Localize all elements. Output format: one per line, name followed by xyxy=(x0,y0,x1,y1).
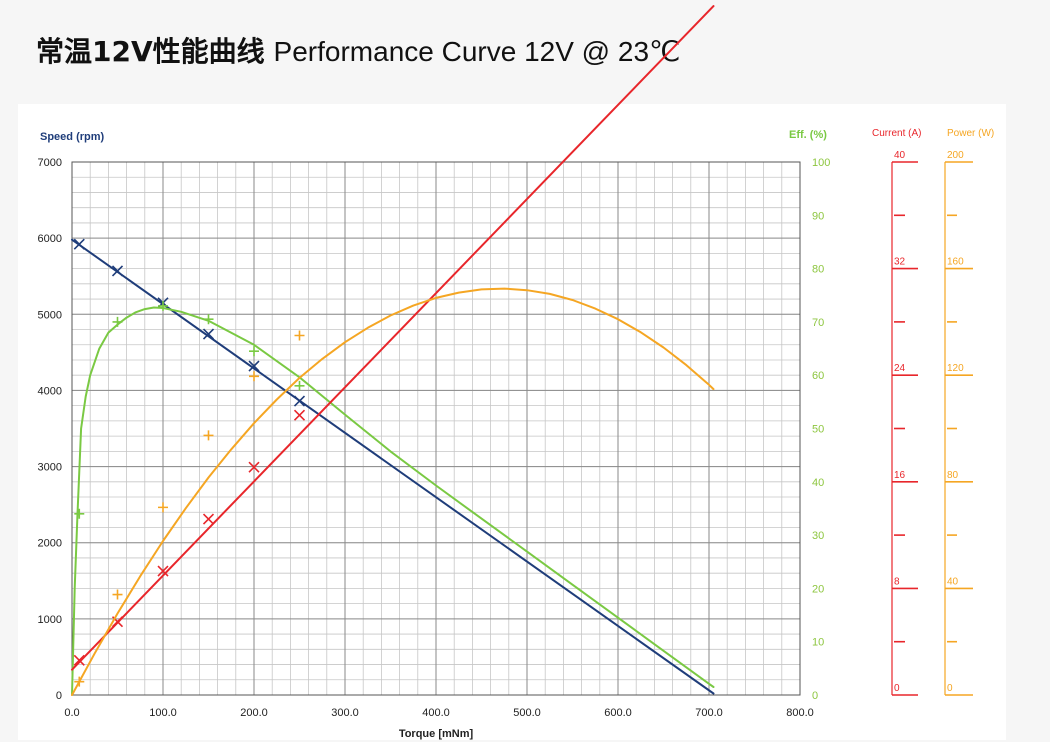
x-tick-label: 100.0 xyxy=(149,707,177,719)
efficiency-marker xyxy=(112,316,123,327)
x-tick-label: 0.0 xyxy=(64,707,79,719)
power-marker xyxy=(203,430,214,441)
efficiency-tick-label: 50 xyxy=(812,424,824,436)
efficiency-tick-label: 0 xyxy=(812,690,818,702)
efficiency-tick-label: 60 xyxy=(812,370,824,382)
efficiency-marker xyxy=(294,380,305,391)
x-tick-label: 700.0 xyxy=(695,707,723,719)
power-marker xyxy=(249,371,259,382)
current-marker xyxy=(157,565,169,577)
efficiency-tick-label: 90 xyxy=(812,210,824,222)
speed-tick-label: 7000 xyxy=(38,157,62,169)
power-marker xyxy=(74,676,85,687)
current-tick-label: 40 xyxy=(894,150,906,161)
x-axis-label: Torque [mNm] xyxy=(399,728,474,740)
efficiency-marker xyxy=(203,314,214,325)
efficiency-tick-label: 80 xyxy=(812,264,824,276)
efficiency-tick-label: 30 xyxy=(812,530,824,542)
speed-line xyxy=(71,238,715,695)
efficiency-tick-label: 70 xyxy=(812,317,824,329)
speed-tick-label: 2000 xyxy=(38,538,62,550)
speed-marker xyxy=(202,328,215,340)
speed-tick-label: 3000 xyxy=(38,462,62,474)
speed-marker xyxy=(111,265,124,277)
x-tick-label: 200.0 xyxy=(240,707,268,719)
power-marker xyxy=(112,589,123,600)
efficiency-tick-label: 20 xyxy=(812,583,824,595)
current-tick-label: 16 xyxy=(894,470,906,481)
efficiency-marker xyxy=(158,300,168,311)
efficiency-marker xyxy=(74,508,85,519)
power-tick-label: 80 xyxy=(947,470,959,481)
power-axis-label: Power (W) xyxy=(947,128,994,139)
speed-tick-label: 6000 xyxy=(38,233,62,245)
plot-area-border xyxy=(71,161,801,696)
current-marker xyxy=(248,461,260,473)
power-line xyxy=(71,287,715,696)
efficiency-marker xyxy=(249,346,259,357)
current-tick-label: 32 xyxy=(894,257,906,268)
title-chinese: 常温12V性能曲线 xyxy=(36,35,265,68)
power-tick-label: 40 xyxy=(947,576,959,587)
current-tick-label: 0 xyxy=(894,683,900,694)
efficiency-tick-label: 100 xyxy=(812,157,830,169)
power-tick-label: 160 xyxy=(947,257,964,268)
x-tick-label: 300.0 xyxy=(331,707,359,719)
x-tick-label: 800.0 xyxy=(786,707,814,719)
page-title: 常温12V性能曲线 Performance Curve 12V @ 23℃ xyxy=(36,30,680,70)
power-tick-label: 120 xyxy=(947,363,964,374)
speed-marker xyxy=(293,395,306,407)
current-tick-label: 8 xyxy=(894,576,900,587)
speed-marker xyxy=(248,360,260,372)
speed-marker xyxy=(73,238,85,250)
current-marker xyxy=(73,654,85,666)
speed-tick-label: 4000 xyxy=(38,385,62,397)
x-tick-label: 400.0 xyxy=(422,707,450,719)
title-english: Performance Curve 12V @ 23℃ xyxy=(273,36,681,67)
efficiency-tick-label: 10 xyxy=(812,637,824,649)
current-axis-label: Current (A) xyxy=(872,128,921,139)
current-tick-label: 24 xyxy=(894,363,906,374)
speed-tick-label: 1000 xyxy=(38,614,62,626)
speed-tick-label: 5000 xyxy=(38,309,62,321)
x-tick-label: 600.0 xyxy=(604,707,632,719)
speed-axis-label: Speed (rpm) xyxy=(40,131,105,143)
power-marker xyxy=(294,330,305,341)
efficiency-axis-label: Eff. (%) xyxy=(789,129,827,141)
current-marker xyxy=(293,409,306,421)
current-line xyxy=(71,5,715,671)
x-tick-label: 500.0 xyxy=(513,707,541,719)
efficiency-line xyxy=(71,306,715,696)
efficiency-tick-label: 40 xyxy=(812,477,824,489)
speed-tick-label: 0 xyxy=(56,690,62,702)
power-marker xyxy=(158,502,168,513)
power-tick-label: 0 xyxy=(947,683,953,694)
power-tick-label: 200 xyxy=(947,150,964,161)
current-marker xyxy=(202,513,215,525)
